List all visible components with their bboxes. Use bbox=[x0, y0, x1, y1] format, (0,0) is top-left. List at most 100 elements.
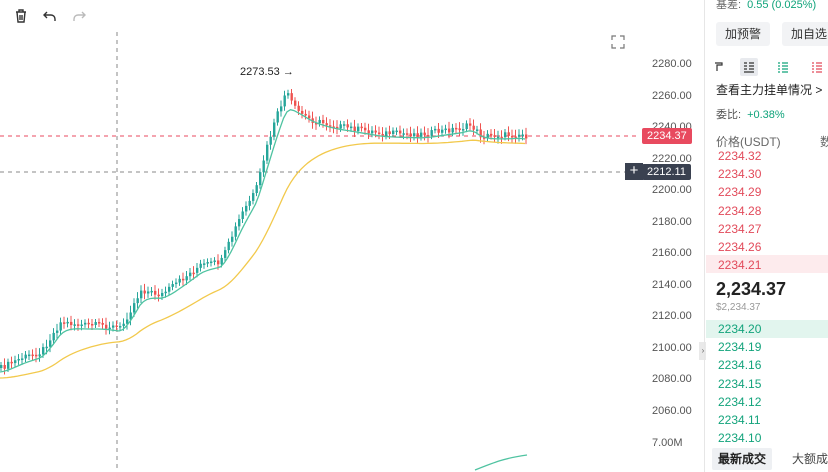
candle-body bbox=[182, 278, 185, 281]
candle-body bbox=[325, 123, 328, 126]
candle-body bbox=[175, 282, 178, 285]
candle-body bbox=[486, 133, 489, 138]
basis-value: 0.55 (0.025%) bbox=[747, 0, 817, 11]
collapse-panel-chevron-icon[interactable]: › bbox=[699, 342, 707, 360]
price-axis-tick: 2080.00 bbox=[652, 373, 692, 385]
candle-body bbox=[178, 278, 181, 283]
view-main-orders-link[interactable]: 查看主力挂单情况 > bbox=[716, 83, 823, 97]
candle-body bbox=[388, 131, 391, 135]
price-axis-tick: 2100.00 bbox=[652, 341, 692, 354]
candle-body bbox=[31, 354, 34, 357]
ask-price-row[interactable]: 2234.30 bbox=[718, 167, 762, 182]
candle-body bbox=[423, 132, 426, 136]
ask-price-row[interactable]: 2234.21 bbox=[718, 258, 762, 273]
candle-body bbox=[441, 129, 444, 133]
fullscreen-icon[interactable] bbox=[609, 33, 627, 51]
candle-body bbox=[245, 205, 248, 212]
candle-body bbox=[231, 236, 234, 242]
bid-price-row[interactable]: 2234.10 bbox=[718, 431, 762, 446]
candle-body bbox=[10, 361, 13, 364]
tab-large-trades[interactable]: 大额成 bbox=[792, 452, 828, 466]
ask-price-row[interactable]: 2234.26 bbox=[718, 240, 762, 254]
candle-body bbox=[343, 124, 346, 126]
price-axis-tick: 2220.00 bbox=[652, 152, 692, 165]
candle-body bbox=[63, 322, 66, 324]
panel-divider bbox=[704, 0, 705, 472]
add-alert-button[interactable]: 加预警 bbox=[716, 22, 770, 46]
candle-body bbox=[70, 321, 73, 326]
candle-body bbox=[374, 130, 377, 133]
price-axis-tick: 2160.00 bbox=[652, 247, 692, 259]
candle-body bbox=[38, 354, 41, 357]
bid-price-row[interactable]: 2234.11 bbox=[718, 413, 761, 427]
candle-body bbox=[108, 327, 111, 330]
candle-body bbox=[220, 257, 223, 265]
candle-body bbox=[371, 130, 374, 134]
candle-body bbox=[168, 286, 171, 292]
candle-body bbox=[28, 354, 31, 357]
candle-body bbox=[287, 93, 290, 96]
candle-body bbox=[0, 365, 3, 368]
bids-only-view-icon[interactable] bbox=[774, 58, 792, 76]
ask-price-row[interactable]: 2234.32 bbox=[718, 149, 762, 163]
trash-icon[interactable] bbox=[12, 7, 30, 25]
ratio-value: +0.38% bbox=[747, 109, 785, 121]
add-watchlist-button[interactable]: 加自选 bbox=[782, 22, 828, 46]
bid-price-row[interactable]: 2234.12 bbox=[718, 394, 762, 409]
candle-body bbox=[164, 291, 167, 294]
candle-body bbox=[45, 346, 48, 349]
candle-body bbox=[150, 290, 153, 293]
price-axis-tick: 2260.00 bbox=[652, 89, 692, 102]
candle-body bbox=[213, 260, 216, 262]
candle-body bbox=[234, 226, 237, 237]
candle-body bbox=[101, 322, 104, 325]
candle-body bbox=[14, 360, 17, 364]
ask-highlight bbox=[706, 255, 828, 273]
candle-body bbox=[518, 134, 521, 137]
fast-moving-average-line bbox=[0, 109, 526, 373]
candle-body bbox=[437, 128, 440, 133]
candle-body bbox=[315, 122, 318, 125]
candle-body bbox=[416, 133, 419, 137]
ask-price-row[interactable]: 2234.29 bbox=[718, 185, 762, 200]
candle-body bbox=[479, 129, 482, 138]
candle-body bbox=[493, 135, 496, 137]
chart-toolbar bbox=[0, 0, 120, 32]
candle-body bbox=[378, 132, 381, 135]
last-price-tag: 2234.37 bbox=[642, 128, 692, 144]
candle-body bbox=[224, 250, 227, 258]
add-order-plus-icon[interactable]: + bbox=[625, 163, 643, 180]
candle-body bbox=[350, 126, 353, 129]
asks-only-view-icon[interactable] bbox=[808, 58, 826, 76]
slow-moving-average-line bbox=[0, 139, 526, 379]
price-column-header: 价格(USDT) bbox=[716, 135, 781, 149]
bid-price-row[interactable]: 2234.16 bbox=[718, 358, 762, 373]
candle-body bbox=[507, 132, 510, 136]
candle-body bbox=[276, 111, 279, 123]
candle-body bbox=[427, 135, 430, 137]
candle-body bbox=[210, 261, 213, 264]
candle-body bbox=[409, 133, 412, 137]
ask-price-row[interactable]: 2234.27 bbox=[718, 221, 762, 236]
depth-view-icon[interactable] bbox=[710, 58, 728, 76]
candle-body bbox=[318, 119, 321, 124]
redo-icon[interactable] bbox=[70, 7, 88, 25]
price-axis-tick: 2180.00 bbox=[652, 215, 692, 228]
tab-latest-trades[interactable]: 最新成交 bbox=[712, 448, 773, 470]
candle-body bbox=[483, 137, 486, 139]
candle-body bbox=[238, 219, 241, 227]
ask-price-row[interactable]: 2234.28 bbox=[718, 203, 762, 218]
bid-price-row[interactable]: 2234.15 bbox=[718, 376, 762, 391]
chart-area[interactable]: 2273.53 → + bbox=[0, 0, 700, 472]
candle-body bbox=[112, 325, 115, 328]
undo-icon[interactable] bbox=[41, 7, 59, 25]
volume-axis-label: 7.00M bbox=[652, 437, 683, 449]
candle-body bbox=[49, 340, 52, 347]
candlestick-plot bbox=[0, 32, 640, 472]
candle-body bbox=[336, 126, 339, 129]
bid-price-row[interactable]: 2234.19 bbox=[718, 340, 762, 355]
both-sides-view-icon[interactable] bbox=[740, 58, 758, 76]
candle-body bbox=[360, 126, 363, 129]
bid-price-row[interactable]: 2234.20 bbox=[718, 322, 762, 336]
candle-body bbox=[448, 128, 451, 133]
